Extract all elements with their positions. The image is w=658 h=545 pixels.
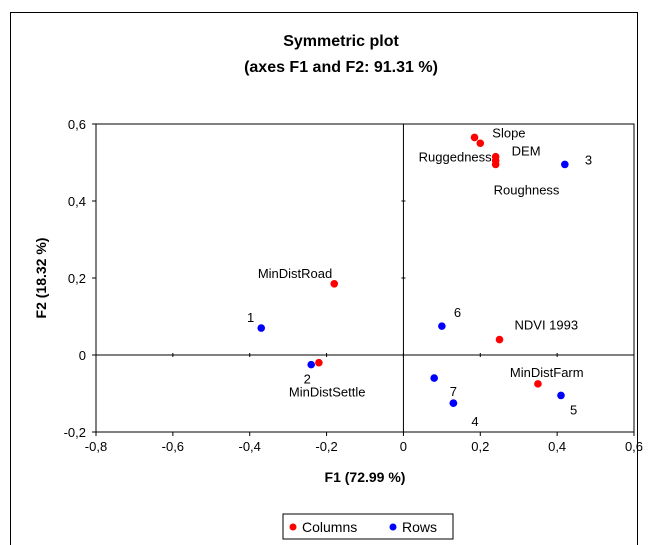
y-axis-title: F2 (18.32 %): [33, 238, 49, 319]
point-label-ruggedness: Ruggedness: [419, 150, 492, 165]
point-label-3: 3: [585, 152, 592, 167]
x-tick-label: 0,6: [625, 439, 643, 454]
rows-point-5: [557, 391, 565, 400]
legend: Columns Rows: [282, 513, 454, 540]
legend-label-columns: Columns: [302, 519, 357, 535]
rows-point-2: [307, 360, 316, 369]
point-label-ndvi-1993: NDVI 1993: [515, 318, 579, 333]
point-label-2: 2: [304, 372, 311, 387]
rows-point-6: [438, 322, 446, 330]
point-label-7: 7: [450, 384, 457, 399]
x-tick-label: -0,2: [315, 439, 337, 454]
points-layer: [257, 133, 569, 407]
rows-point: [430, 374, 438, 382]
x-axis-title: F1 (72.99 %): [325, 469, 406, 485]
rows-point-4: [449, 399, 458, 407]
point-label-5: 5: [570, 402, 577, 417]
point-label-roughness: Roughness: [494, 182, 560, 197]
legend-label-rows: Rows: [402, 519, 437, 535]
point-label-1: 1: [247, 310, 254, 325]
x-tick-label: 0,2: [471, 439, 489, 454]
y-tick-label: -0,2: [64, 425, 86, 440]
point-label-dem: DEM: [512, 144, 541, 159]
y-tick-label: 0: [79, 348, 86, 363]
columns-point-mindistfarm: [534, 380, 542, 388]
x-tick-label: -0,6: [162, 439, 184, 454]
x-tick-label: -0,8: [85, 439, 107, 454]
point-label-slope: Slope: [492, 125, 525, 140]
columns-point-mindistsettle: [315, 358, 323, 367]
chart-subtitle: (axes F1 and F2: 91.31 %): [244, 59, 438, 76]
chart-frame: [10, 12, 638, 545]
legend-box: [282, 513, 454, 540]
columns-point-slope: [476, 139, 485, 148]
x-tick-label: 0,4: [548, 439, 566, 454]
x-tick-label: 0: [400, 439, 407, 454]
point-label-mindistfarm: MinDistFarm: [510, 365, 584, 380]
columns-point-mindistroad: [330, 279, 339, 288]
y-tick-label: 0,2: [68, 271, 86, 286]
y-tick-label: 0,6: [68, 117, 86, 132]
legend-marker-rows: [389, 523, 397, 531]
point-label-mindistsettle: MinDistSettle: [289, 385, 366, 400]
y-tick-label: 0,4: [68, 194, 86, 209]
point-label-4: 4: [471, 414, 478, 429]
point-labels-layer: Slope DEM Ruggedness Roughness MinDistRoad ND…: [247, 125, 592, 429]
ticks-layer: -0,8 -0,6 -0,4 -0,2 0 0,2 0,4 0,6 -0,2 0 0,2 0,4 0,6: [64, 117, 643, 454]
columns-point-roughness: [491, 160, 500, 169]
rows-point-3: [561, 160, 569, 169]
chart-title: Symmetric plot: [283, 33, 399, 50]
columns-point-ndvi-1993: [495, 335, 504, 344]
point-label-mindistroad: MinDistRoad: [258, 266, 332, 281]
x-tick-label: -0,4: [239, 439, 261, 454]
legend-marker-columns: [289, 523, 297, 531]
columns-point: [470, 133, 479, 142]
point-label-6: 6: [454, 305, 461, 320]
rows-point-1: [257, 324, 266, 332]
